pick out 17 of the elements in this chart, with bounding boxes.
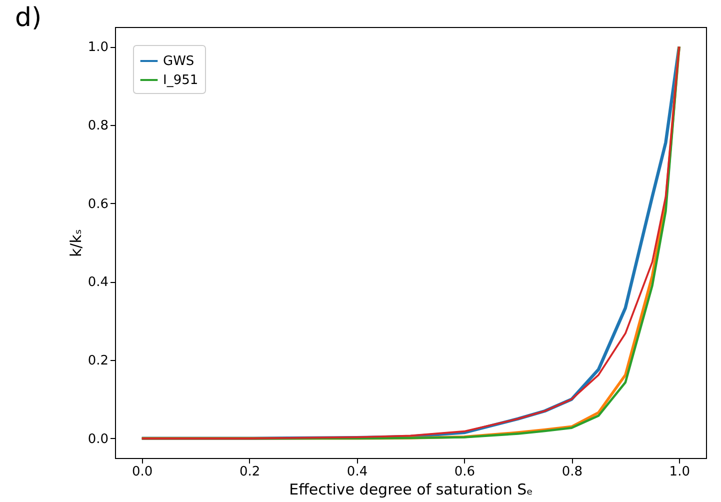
x-axis-title: Effective degree of saturation Sₑ [289,480,533,498]
y-tick-label: 0.0 [88,432,108,447]
chart-title: d) [15,3,42,33]
x-tick-label: 1.0 [669,464,690,480]
y-tick-label: 0.6 [88,196,108,212]
x-tick-label: 0.0 [132,464,153,480]
x-tick-label: 0.2 [239,464,260,480]
y-tick-label: 0.4 [88,275,108,290]
legend-label: GWS [163,54,194,69]
y-tick-label: 1.0 [88,40,108,56]
x-tick-label: 0.4 [346,464,368,480]
y-tick-label: 0.8 [88,118,108,134]
x-tick-label: 0.6 [454,464,476,480]
y-axis-title: k/kₛ [66,228,85,258]
x-tick-label: 0.8 [562,464,583,480]
y-tick-label: 0.2 [88,354,108,369]
legend-label: I_951 [163,73,198,88]
